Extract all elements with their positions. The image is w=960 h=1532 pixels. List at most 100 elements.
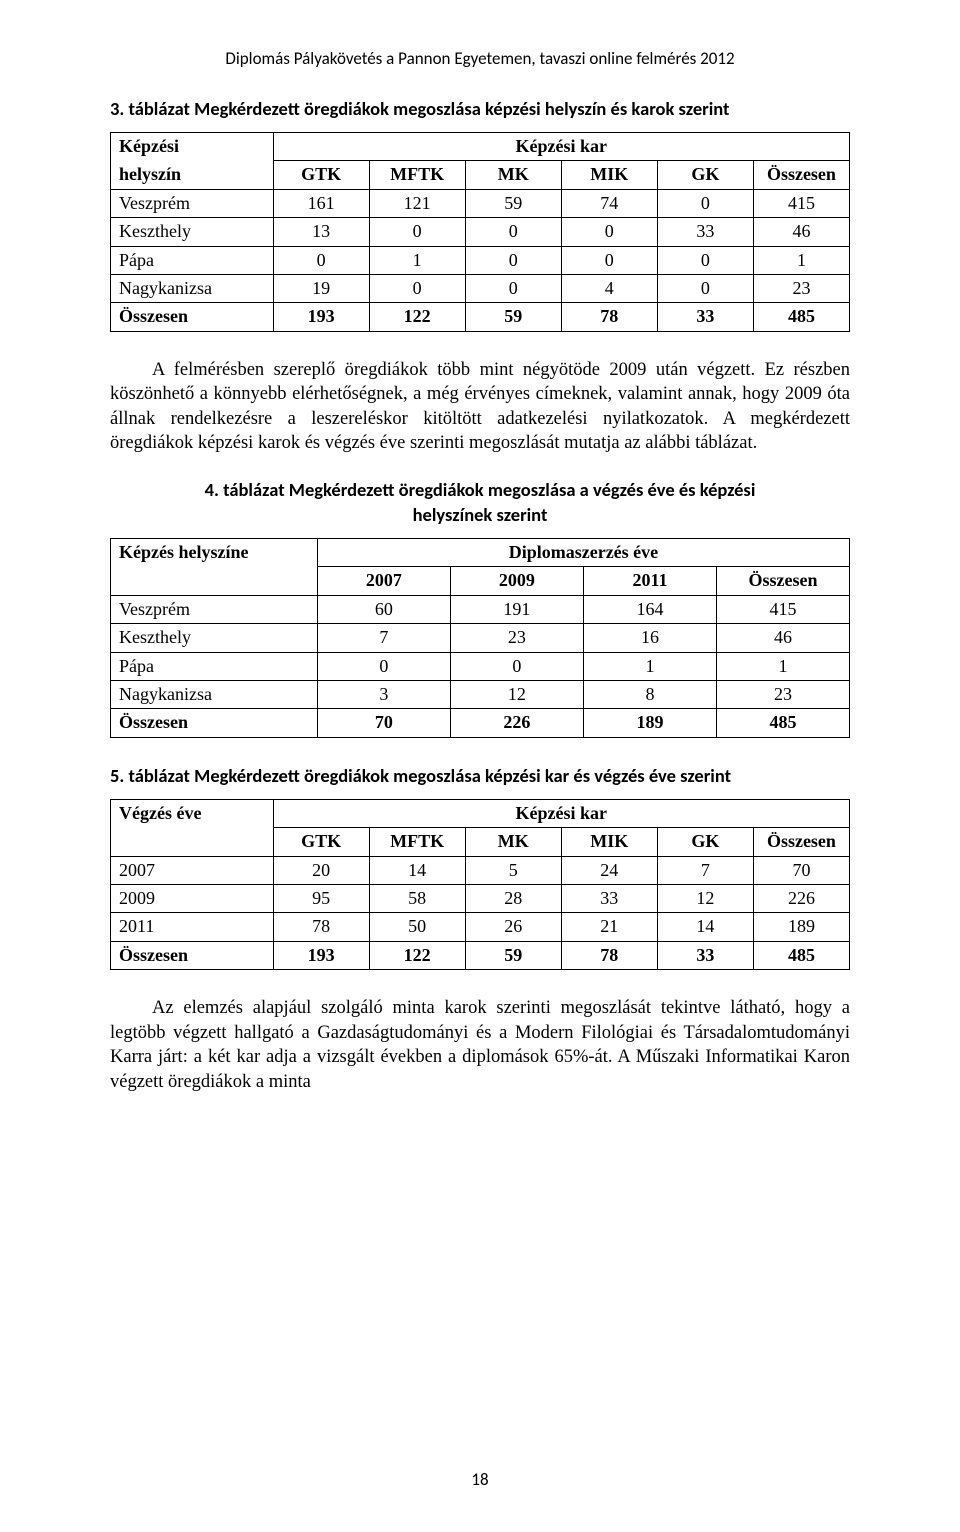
table3-cell: 485 [753, 941, 849, 969]
table3-cell: 33 [657, 941, 753, 969]
table3-corner: Végzés éve [111, 799, 274, 856]
table1-cell: 161 [273, 189, 369, 217]
table3-cell: 95 [273, 884, 369, 912]
table2-cell: 23 [450, 624, 583, 652]
table-row: Veszprém 161 121 59 74 0 415 [111, 189, 850, 217]
table2-col-1: 2009 [450, 567, 583, 595]
table2-cell: 12 [450, 680, 583, 708]
table1-cell: 415 [753, 189, 849, 217]
table-row: Keszthely 7 23 16 46 [111, 624, 850, 652]
table1-header-row1: Képzési Képzési kar [111, 132, 850, 160]
table2-cell: 0 [450, 652, 583, 680]
table1-cell: 193 [273, 303, 369, 331]
table1-cell: 0 [657, 246, 753, 274]
table1-cell: 0 [561, 218, 657, 246]
table1-header-row2: helyszín GTK MFTK MK MIK GK Összesen [111, 161, 850, 189]
table3-col-2: MK [465, 828, 561, 856]
paragraph-1: A felmérésben szereplő öregdiákok több m… [110, 358, 850, 456]
table2-rowlabel: Keszthely [111, 624, 318, 652]
table2-cell: 7 [317, 624, 450, 652]
table2-cell: 3 [317, 680, 450, 708]
table1-cell: 74 [561, 189, 657, 217]
table2-cell: 23 [716, 680, 849, 708]
table3-cell: 14 [657, 913, 753, 941]
table2-cell: 415 [716, 595, 849, 623]
table2-corner: Képzés helyszíne [111, 539, 318, 596]
table1-cell: 0 [273, 246, 369, 274]
table3-cell: 193 [273, 941, 369, 969]
table3-cell: 28 [465, 884, 561, 912]
table2-cell: 16 [583, 624, 716, 652]
table2-cell: 1 [716, 652, 849, 680]
table1-rowlabel: Veszprém [111, 189, 274, 217]
table1-cell: 46 [753, 218, 849, 246]
table2-total-row: Összesen 70 226 189 485 [111, 709, 850, 737]
table1-cell: 0 [369, 274, 465, 302]
table1-spanner: Képzési kar [273, 132, 849, 160]
document-page: Diplomás Pályakövetés a Pannon Egyetemen… [0, 0, 960, 1532]
table1-col-1: MFTK [369, 161, 465, 189]
table2-rowlabel: Pápa [111, 652, 318, 680]
table1-cell: 485 [753, 303, 849, 331]
table3-total-label: Összesen [111, 941, 274, 969]
table2: Képzés helyszíne Diplomaszerzés éve 2007… [110, 538, 850, 738]
table1-cell: 0 [465, 274, 561, 302]
table3-cell: 189 [753, 913, 849, 941]
table2-total-label: Összesen [111, 709, 318, 737]
table1-cell: 121 [369, 189, 465, 217]
table1-corner-top: Képzési [111, 132, 274, 160]
table2-cell: 485 [716, 709, 849, 737]
table1-col-4: GK [657, 161, 753, 189]
table2-title-line1: 4. táblázat Megkérdezett öregdiákok mego… [110, 478, 850, 503]
table2-cell: 70 [317, 709, 450, 737]
table2-rowlabel: Nagykanizsa [111, 680, 318, 708]
table1-cell: 0 [657, 274, 753, 302]
table1-cell: 1 [753, 246, 849, 274]
table1-rowlabel: Pápa [111, 246, 274, 274]
table3-cell: 58 [369, 884, 465, 912]
table2-rowlabel: Veszprém [111, 595, 318, 623]
table3-col-1: MFTK [369, 828, 465, 856]
running-header: Diplomás Pályakövetés a Pannon Egyetemen… [110, 48, 850, 69]
table2-cell: 226 [450, 709, 583, 737]
table3-cell: 5 [465, 856, 561, 884]
table1-cell: 59 [465, 189, 561, 217]
table1-cell: 0 [369, 218, 465, 246]
table1-cell: 33 [657, 303, 753, 331]
table-row: Nagykanizsa 3 12 8 23 [111, 680, 850, 708]
table2-cell: 0 [317, 652, 450, 680]
table1-col-2: MK [465, 161, 561, 189]
table2-cell: 191 [450, 595, 583, 623]
table1-cell: 33 [657, 218, 753, 246]
table1-cell: 13 [273, 218, 369, 246]
table1-cell: 59 [465, 303, 561, 331]
table1-cell: 122 [369, 303, 465, 331]
table3-cell: 26 [465, 913, 561, 941]
table2-cell: 164 [583, 595, 716, 623]
table-row: Veszprém 60 191 164 415 [111, 595, 850, 623]
table3-cell: 21 [561, 913, 657, 941]
table3-col-5: Összesen [753, 828, 849, 856]
table3-cell: 78 [273, 913, 369, 941]
table1-cell: 19 [273, 274, 369, 302]
table3-header-row1: Végzés éve Képzési kar [111, 799, 850, 827]
table1-total-label: Összesen [111, 303, 274, 331]
table2-title-line2: helyszínek szerint [110, 503, 850, 528]
table1: Képzési Képzési kar helyszín GTK MFTK MK… [110, 132, 850, 332]
table1-cell: 78 [561, 303, 657, 331]
table2-cell: 60 [317, 595, 450, 623]
table3: Végzés éve Képzési kar GTK MFTK MK MIK G… [110, 799, 850, 970]
table1-col-0: GTK [273, 161, 369, 189]
table3-cell: 50 [369, 913, 465, 941]
table3-rowlabel: 2007 [111, 856, 274, 884]
table1-col-3: MIK [561, 161, 657, 189]
table1-rowlabel: Keszthely [111, 218, 274, 246]
table3-total-row: Összesen 193 122 59 78 33 485 [111, 941, 850, 969]
table1-title: 3. táblázat Megkérdezett öregdiákok mego… [110, 97, 850, 122]
table2-cell: 189 [583, 709, 716, 737]
table2-header-row1: Képzés helyszíne Diplomaszerzés éve [111, 539, 850, 567]
table3-cell: 59 [465, 941, 561, 969]
table3-rowlabel: 2009 [111, 884, 274, 912]
table-row: Keszthely 13 0 0 0 33 46 [111, 218, 850, 246]
table2-cell: 46 [716, 624, 849, 652]
